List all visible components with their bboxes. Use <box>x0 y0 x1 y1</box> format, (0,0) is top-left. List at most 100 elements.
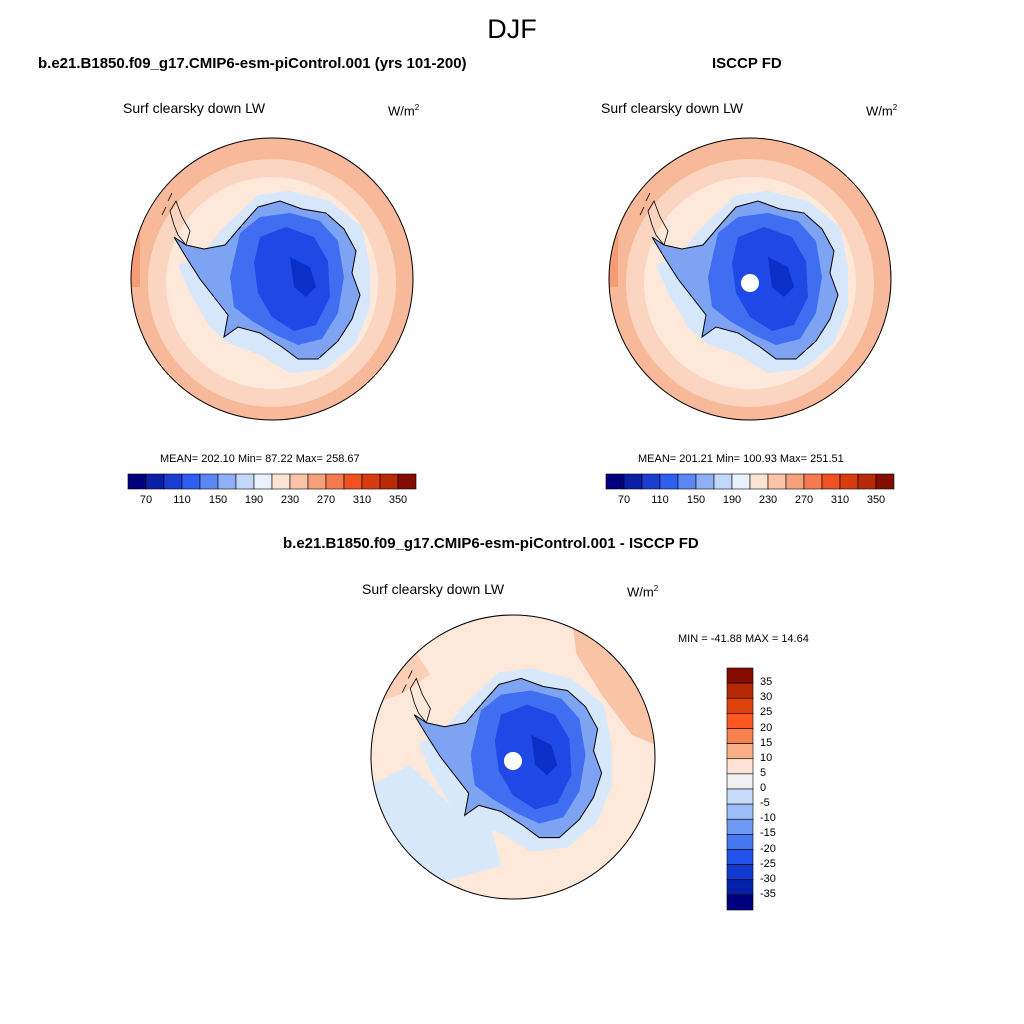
panel-1-map <box>130 137 414 421</box>
colorbar-box <box>785 473 805 490</box>
colorbar-box <box>361 473 381 490</box>
ice-sheet-high <box>494 704 572 810</box>
colorbar-tick-label: 230 <box>758 494 778 506</box>
panel-2-colorbar-labels: 70 110 150 190 230 270 310 350 <box>606 494 894 508</box>
colorbar-tick-label: -35 <box>760 887 776 900</box>
colorbar-box <box>677 473 697 490</box>
pole-missing-data <box>741 274 759 292</box>
colorbar-box <box>726 758 754 775</box>
units-exponent: 2 <box>653 584 659 593</box>
panel-2-variable: Surf clearsky down LW <box>601 100 744 116</box>
panel-1-title: b.e21.B1850.f09_g17.CMIP6-esm-piControl.… <box>38 55 467 72</box>
coastline-peninsula <box>647 200 669 246</box>
colorbar-tick-label: 0 <box>760 782 767 794</box>
ice-sheet-core <box>768 257 794 297</box>
ice-sheet-core <box>290 257 316 297</box>
colorbar-tick-label: -5 <box>760 797 770 810</box>
panel-1-variable: Surf clearsky down LW <box>123 100 266 116</box>
colorbar-box <box>289 473 309 490</box>
colorbar-box <box>726 743 754 760</box>
colorbar-tick-label: -30 <box>760 872 776 885</box>
panel-3-map <box>370 614 656 900</box>
colorbar-box <box>726 728 754 744</box>
colorbar-box <box>695 473 715 490</box>
colorbar-box <box>325 473 345 490</box>
colorbar-tick-label: 5 <box>760 766 767 779</box>
panel-1-colorbar <box>127 473 417 490</box>
colorbar-box <box>731 473 751 490</box>
panel-2-map <box>608 137 892 421</box>
colorbar-box <box>145 473 165 490</box>
colorbar-tick-label: 25 <box>760 706 773 719</box>
units-exponent: 2 <box>892 103 898 112</box>
map-boundary-circle <box>130 137 414 421</box>
colorbar-box <box>397 473 417 490</box>
colorbar-tick-label: 20 <box>760 721 773 734</box>
colorbar-box <box>803 473 823 490</box>
map-boundary-circle <box>608 137 892 421</box>
colorbar-box <box>307 473 327 490</box>
colorbar-tick-label: 35 <box>760 676 773 689</box>
colorbar-box <box>271 473 291 490</box>
diff-colorbar <box>726 667 754 911</box>
coastline <box>413 677 603 839</box>
colorbar-box <box>343 473 363 490</box>
colorbar-box <box>726 818 754 835</box>
diff-colorbar-labels: 35 30 25 20 15 10 5 0 -5 -10 -15 -20 -25 -30 -35 <box>760 668 800 910</box>
colorbar-box <box>726 849 754 865</box>
colorbar-box <box>875 473 895 490</box>
panel-2-colorbar <box>605 473 895 490</box>
colorbar-tick-label: 270 <box>794 494 814 506</box>
ice-sheet-high <box>254 227 330 331</box>
colorbar-box <box>726 697 754 714</box>
panel-3-units: W/m2 <box>627 584 658 599</box>
colorbar-tick-label: 190 <box>722 494 742 506</box>
colorbar-box <box>726 879 754 896</box>
units-text: W/m <box>866 103 893 119</box>
units-text: W/m <box>627 584 654 600</box>
map-boundary-circle <box>370 614 656 900</box>
coastline-peninsula <box>169 200 191 246</box>
coastline <box>173 200 361 360</box>
colorbar-tick-label: 150 <box>208 494 228 506</box>
colorbar-box <box>253 473 273 490</box>
colorbar-tick-label: -20 <box>760 842 776 855</box>
colorbar-box <box>659 473 679 490</box>
colorbar-tick-label: 30 <box>760 691 773 704</box>
colorbar-box <box>641 473 661 490</box>
coastline-peninsula <box>409 677 431 724</box>
colorbar-tick-label: 150 <box>686 494 706 506</box>
colorbar-box <box>235 473 255 490</box>
colorbar-box <box>857 473 877 490</box>
coastline <box>651 200 839 360</box>
colorbar-box <box>181 473 201 490</box>
colorbar-box <box>726 894 754 911</box>
colorbar-box <box>839 473 859 490</box>
panel-3-variable: Surf clearsky down LW <box>362 581 505 597</box>
panel-1-stats: MEAN= 202.10 Min= 87.22 Max= 258.67 <box>160 453 360 465</box>
season-title: DJF <box>487 14 537 44</box>
colorbar-box <box>199 473 219 490</box>
panel-1-units: W/m2 <box>388 103 419 118</box>
colorbar-box <box>163 473 183 490</box>
colorbar-box <box>726 682 754 699</box>
units-exponent: 2 <box>414 103 420 112</box>
colorbar-tick-label: -10 <box>760 812 776 825</box>
colorbar-tick-label: 10 <box>760 751 773 764</box>
colorbar-tick-label: 310 <box>830 494 850 506</box>
colorbar-tick-label: 110 <box>651 494 669 506</box>
colorbar-box <box>726 834 754 850</box>
colorbar-tick-label: 110 <box>173 494 191 506</box>
colorbar-box <box>726 667 754 684</box>
colorbar-box <box>821 473 841 490</box>
colorbar-box <box>726 803 754 820</box>
colorbar-tick-label: -25 <box>760 857 776 870</box>
colorbar-tick-label: 350 <box>866 494 886 506</box>
colorbar-box <box>726 788 754 805</box>
colorbar-box <box>713 473 733 490</box>
units-text: W/m <box>388 103 415 119</box>
colorbar-box <box>379 473 399 490</box>
ice-sheet-core <box>531 734 558 776</box>
colorbar-tick-label: 70 <box>617 494 631 506</box>
panel-1-colorbar-labels: 70 110 150 190 230 270 310 350 <box>128 494 416 508</box>
